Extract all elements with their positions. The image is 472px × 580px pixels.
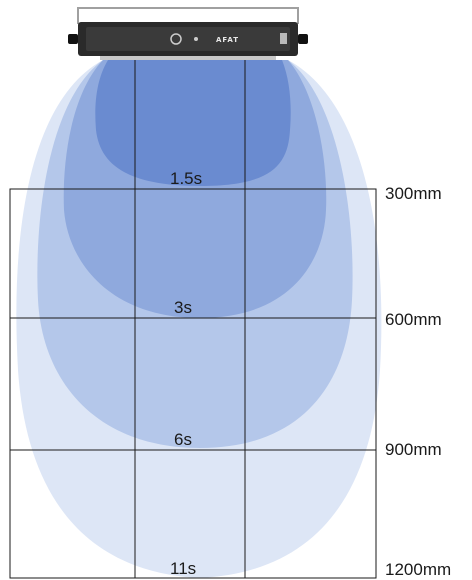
device-mount-bracket	[77, 7, 299, 24]
device-brand-text: AFAT	[216, 36, 239, 44]
distance-label-4: 1200mm	[385, 560, 451, 579]
grid-outer-frame	[9, 188, 377, 579]
device-port-icon	[280, 33, 287, 44]
distance-label-2: 600mm	[385, 310, 442, 329]
distance-label-1: 300mm	[385, 184, 442, 203]
device-lens	[100, 56, 276, 60]
device-face-panel	[86, 27, 290, 51]
device-power-icon	[170, 33, 182, 45]
device-right-knob	[298, 34, 308, 44]
time-label-2: 3s	[174, 298, 192, 317]
device-indicator-icon	[194, 37, 198, 41]
time-label-3: 6s	[174, 430, 192, 449]
distance-label-3: 900mm	[385, 440, 442, 459]
grid	[9, 60, 377, 579]
curing-lamp-device: AFAT	[68, 7, 308, 60]
time-label-1: 1.5s	[170, 169, 202, 188]
device-left-knob	[68, 34, 78, 44]
zone-1-beam	[95, 60, 291, 186]
time-label-4: 11s	[170, 559, 196, 578]
